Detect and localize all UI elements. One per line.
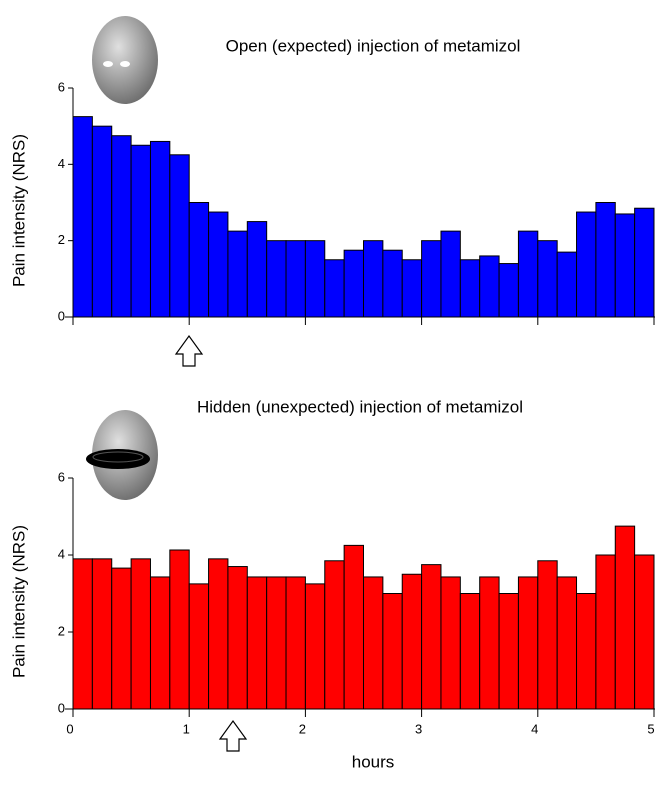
- x-tick-label: 1: [183, 721, 190, 736]
- y-tick-label: 6: [58, 79, 65, 94]
- y-tick-label: 0: [58, 700, 65, 715]
- bar: [382, 593, 403, 710]
- bar: [440, 576, 461, 710]
- bar: [188, 583, 210, 710]
- bar: [421, 564, 442, 710]
- bar: [576, 211, 597, 318]
- bar: [363, 240, 384, 318]
- bar: [401, 573, 423, 710]
- bar: [556, 576, 578, 710]
- bar: [324, 259, 345, 318]
- bar: [246, 576, 268, 710]
- bar: [459, 259, 481, 318]
- y-tick-label: 0: [58, 308, 65, 323]
- x-tick-label: 4: [531, 721, 538, 736]
- bar: [304, 583, 326, 710]
- y-tick-label: 2: [58, 232, 65, 247]
- bar: [130, 558, 151, 710]
- bar: [149, 576, 171, 710]
- bar: [91, 125, 113, 318]
- bar: [537, 240, 558, 318]
- bar: [498, 593, 519, 710]
- y-tick-label: 4: [58, 156, 65, 171]
- bar: [91, 558, 113, 710]
- x-tick-label: 2: [299, 721, 306, 736]
- bar: [363, 576, 384, 710]
- bar: [111, 135, 132, 318]
- y-tick-label: 4: [58, 546, 65, 561]
- bar: [324, 560, 345, 710]
- chart-title: Hidden (unexpected) injection of metamiz…: [197, 397, 523, 416]
- bar: [498, 263, 519, 318]
- bar: [149, 140, 171, 318]
- y-tick-label: 2: [58, 623, 65, 638]
- x-tick-label: 3: [415, 721, 422, 736]
- bar: [634, 554, 655, 710]
- injection-arrow: [218, 719, 248, 752]
- bar: [304, 240, 326, 318]
- bar: [208, 211, 229, 318]
- bar: [401, 259, 423, 318]
- bar: [285, 240, 306, 318]
- bar: [227, 566, 248, 710]
- x-tick-label: 5: [647, 721, 654, 736]
- bar: [537, 560, 558, 710]
- bar: [479, 576, 500, 710]
- chart-title: Open (expected) injection of metamizol: [226, 36, 521, 55]
- bar: [382, 249, 403, 318]
- bar: [556, 251, 578, 318]
- face-icon-blindfolded: [86, 410, 158, 500]
- bar: [266, 240, 287, 318]
- face-icon: [92, 16, 158, 104]
- x-tick-label: 0: [66, 721, 73, 736]
- bar: [208, 558, 229, 710]
- bar: [188, 202, 210, 318]
- bar: [343, 249, 364, 318]
- bar: [614, 525, 636, 710]
- y-axis-label: Pain intensity (NRS): [9, 134, 28, 287]
- bar: [227, 230, 248, 318]
- y-tick-label: 6: [58, 469, 65, 484]
- bar: [421, 240, 442, 318]
- bar: [266, 576, 287, 710]
- bar: [285, 576, 306, 710]
- x-axis-label: hours: [352, 752, 395, 771]
- bar: [479, 255, 500, 318]
- bar: [169, 549, 190, 710]
- bar: [634, 207, 655, 318]
- bar: [246, 221, 268, 318]
- y-axis-label: Pain intensity (NRS): [9, 525, 28, 678]
- injection-arrow: [174, 334, 204, 367]
- bar: [576, 593, 597, 710]
- bar: [343, 544, 364, 710]
- bar: [595, 202, 616, 318]
- bar: [72, 558, 93, 710]
- bar: [595, 554, 616, 710]
- bar: [517, 576, 539, 710]
- bar: [111, 567, 132, 710]
- bar: [459, 593, 481, 710]
- bar: [169, 154, 190, 318]
- bar: [72, 116, 93, 318]
- bar: [440, 230, 461, 318]
- bar: [517, 230, 539, 318]
- bar: [130, 144, 151, 318]
- bar: [614, 213, 636, 318]
